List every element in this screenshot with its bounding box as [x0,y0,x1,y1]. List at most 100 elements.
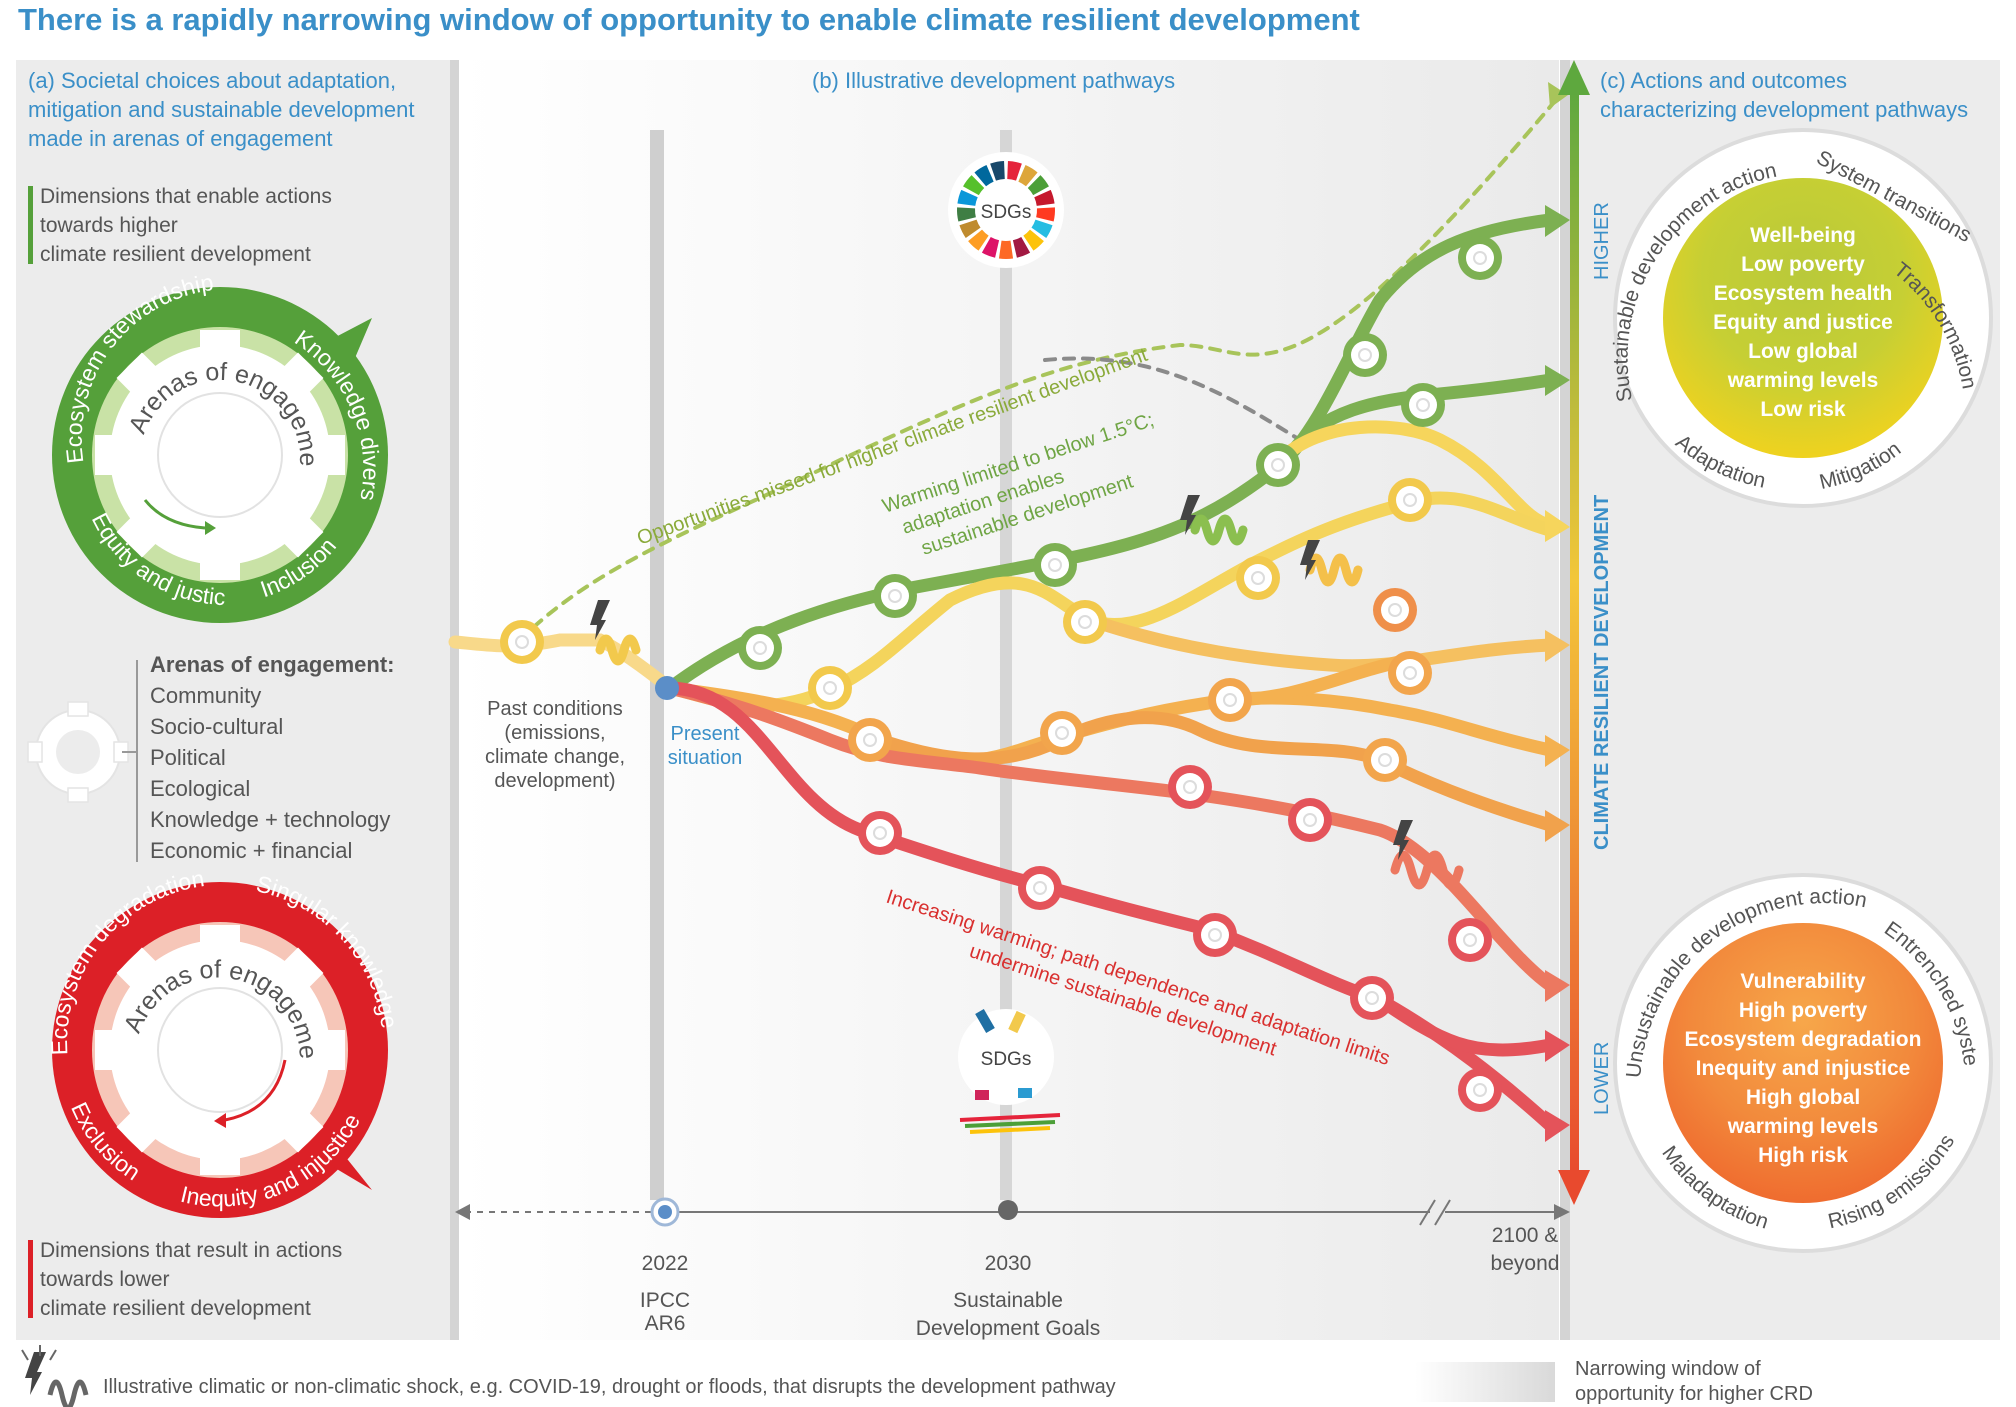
svg-text:Vulnerability: Vulnerability [1740,970,1866,993]
panel-a-edge [450,60,459,1340]
svg-text:(c) Actions and outcomes: (c) Actions and outcomes [1600,68,1847,93]
node-gear-icon [1264,451,1292,479]
node-gear-icon [1351,341,1379,369]
node-hub [823,681,837,695]
sdg-segment [974,165,994,187]
sdgs-label-top: SDGs [981,202,1032,223]
svg-text:Low global: Low global [1748,340,1858,363]
axis-arrow-down [1558,1170,1590,1205]
missed-opportunity-path [518,93,1562,642]
svg-text:Knowledge + technology: Knowledge + technology [150,807,390,832]
node-gear-icon [1409,391,1437,419]
svg-text:(emissions,: (emissions, [504,722,605,744]
panel-b-heading: (b) Illustrative development pathways [812,68,1175,93]
node-hub [1463,933,1477,947]
node-gear-icon [881,582,909,610]
svg-text:Ecosystem health: Ecosystem health [1714,282,1893,305]
node-gear-icon [1381,596,1409,624]
crd-axis-bar [1570,90,1579,1180]
node-hub [1358,348,1372,362]
node-hub [863,733,877,747]
arenas-gear-icon [27,701,129,803]
sdg-segment [981,236,1000,258]
sdg-segment [1006,161,1022,181]
svg-text:Past conditions: Past conditions [487,698,623,720]
sdgs-wheel-top: SDGs [948,152,1064,268]
higher-caption: Dimensions that enable actions towards h… [40,185,332,266]
green-cycle-arrow [143,499,206,530]
node-gear-icon [1026,874,1054,902]
svg-text:Dimensions that enable actions: Dimensions that enable actions [40,185,332,208]
red-gear-icon [95,925,345,1175]
sdgs-label-bottom: SDGs [981,1049,1032,1070]
present-time-bar [650,130,664,1200]
sdg-segment [1027,175,1049,196]
sdg-segment [1012,236,1031,258]
node-gear-icon [1396,659,1424,687]
svg-text:Political: Political [150,745,226,770]
node-hub [1403,666,1417,680]
svg-text:warming levels: warming levels [1727,1115,1879,1138]
sdg-segment [959,219,981,238]
window-legend-text: Narrowing window of opportunity for high… [1575,1358,1813,1405]
node-hub [1055,726,1069,740]
node-hub [1183,780,1197,794]
higher-outcomes-circle: Sustainable development action Transform… [1609,128,1993,508]
svg-text:Community: Community [150,683,261,708]
svg-text:warming levels: warming levels [1727,369,1879,392]
pathway-orange-2 [873,711,1557,832]
window-legend-swatch [1415,1362,1555,1402]
svg-text:Dimensions that result in acti: Dimensions that result in actions [40,1239,342,1262]
shock-legend-icon [21,1345,89,1407]
svg-text:Ecosystem degradation: Ecosystem degradation [1685,1028,1922,1051]
svg-text:2030: 2030 [985,1252,1032,1275]
node-hub [1078,615,1092,629]
node-gear-icon [1216,686,1244,714]
present-situation-point [655,676,679,700]
svg-text:High risk: High risk [1758,1144,1848,1167]
node-gear-icon [1201,921,1229,949]
svg-text:mitigation and sustainable dev: mitigation and sustainable development [28,97,414,122]
svg-text:Well-being: Well-being [1750,224,1856,247]
svg-text:(a) Societal choices about ada: (a) Societal choices about adaptation, [28,68,396,93]
node-hub [888,589,902,603]
sdg-segment [1034,189,1055,207]
node-hub [1251,571,1265,585]
svg-text:characterizing development pat: characterizing development pathways [1600,97,1968,122]
node-gear-icon [1244,564,1272,592]
sdg-segment [957,189,978,207]
node-gear-icon [1048,719,1076,747]
node-gear-icon [1176,773,1204,801]
node-gear-icon [1041,551,1069,579]
svg-text:development): development) [494,770,615,792]
arenas-list: Community Socio-cultural Political Ecolo… [150,683,390,863]
higher-label: HIGHER [1591,202,1613,280]
sdg-2030-bar [1000,130,1012,1200]
svg-text:Equity and justice: Equity and justice [1713,311,1893,334]
node-hub [1365,991,1379,1005]
lower-caption-bar [28,1240,33,1318]
shock-legend-text: Illustrative climatic or non-climatic sh… [103,1376,1116,1398]
node-hub [1223,693,1237,707]
node-gear-icon [856,726,884,754]
shock-squiggles [595,514,1464,890]
node-gear-icon [1358,984,1386,1012]
node-hub [753,641,767,655]
sdg-segment [1031,219,1053,238]
node-gear-icon [1396,486,1424,514]
node-gear-icon [1296,806,1324,834]
decision-nodes [500,236,1502,1112]
node-hub [1208,928,1222,942]
sdg-segment [968,229,989,251]
svg-text:Inequity and injustice: Inequity and injustice [1696,1057,1911,1080]
svg-text:2022: 2022 [642,1252,689,1275]
node-hub [1303,813,1317,827]
past-conditions-label: Past conditions (emissions, climate chan… [485,698,625,792]
svg-text:beyond: beyond [1491,1252,1560,1275]
svg-text:made in arenas of engagement: made in arenas of engagement [28,126,333,151]
sdgs-wheel-broken: SDGs [958,1008,1061,1134]
svg-text:Economic + financial: Economic + financial [150,838,352,863]
sdg-segment [1036,207,1055,222]
svg-text:towards lower: towards lower [40,1268,170,1291]
timeline-labels: 2022 IPCC AR6 2030 Sustainable Developme… [640,1224,1560,1340]
